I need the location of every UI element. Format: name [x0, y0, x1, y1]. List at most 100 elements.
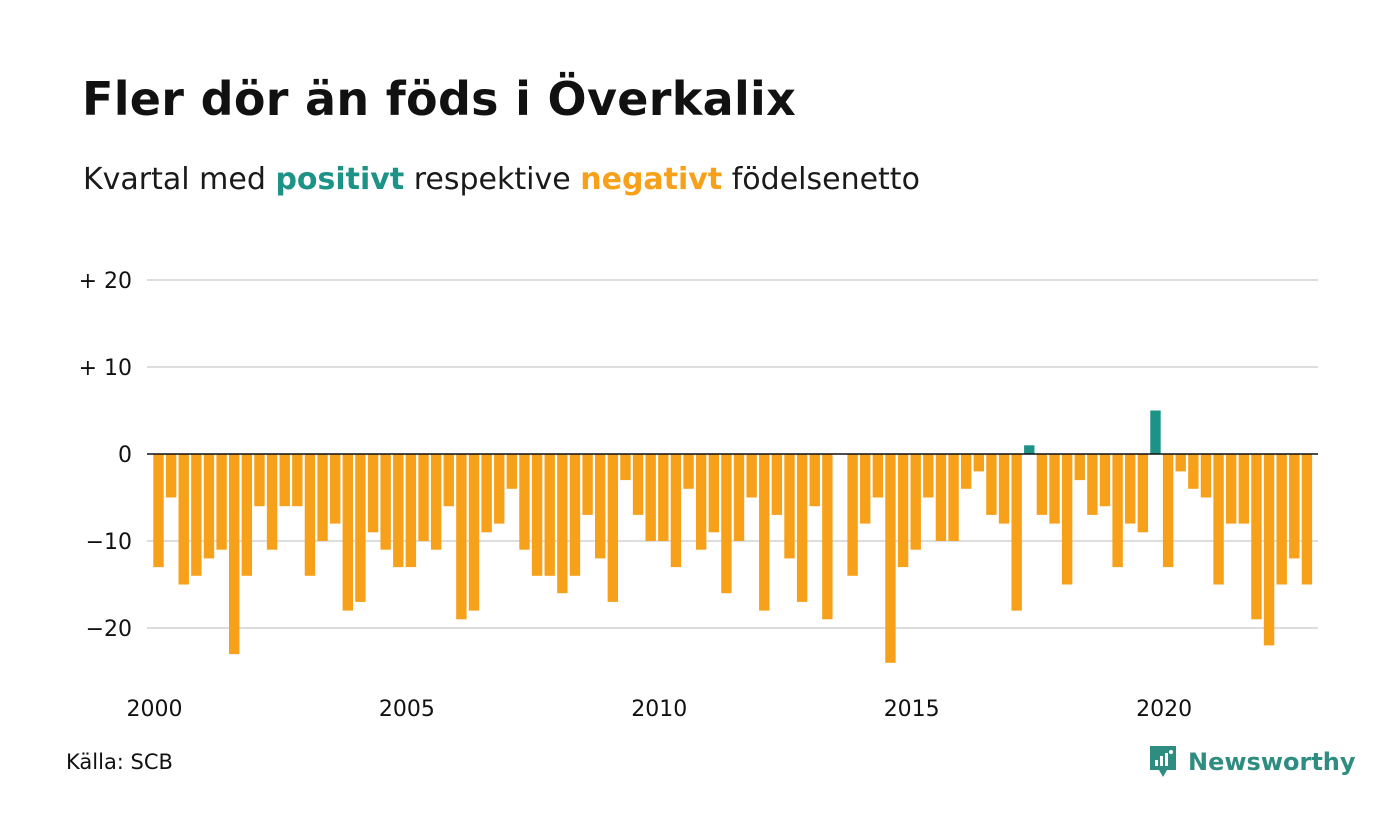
- bar: [430, 454, 442, 550]
- bar: [367, 454, 379, 533]
- x-tick-label: 2000: [127, 697, 183, 722]
- bar: [557, 454, 568, 594]
- bar: [1238, 454, 1250, 524]
- bar: [595, 454, 606, 559]
- bar: [822, 454, 833, 620]
- bar: [317, 454, 328, 541]
- bar: [1099, 454, 1111, 507]
- bar: [796, 454, 808, 602]
- y-tick-label: −10: [86, 530, 132, 555]
- bar: [1226, 454, 1237, 524]
- bar: [910, 454, 921, 550]
- bar: [1074, 454, 1085, 481]
- x-tick-label: 2015: [884, 697, 940, 722]
- bar: [607, 454, 619, 602]
- bar: [1301, 454, 1313, 585]
- bar: [721, 454, 732, 594]
- bar: [733, 454, 745, 541]
- y-tick-label: + 10: [79, 356, 132, 381]
- bar: [1150, 410, 1161, 454]
- bar: [1289, 454, 1300, 559]
- bar: [266, 454, 278, 550]
- source-note: Källa: SCB: [66, 750, 173, 774]
- bar: [519, 454, 530, 550]
- bar: [254, 454, 265, 507]
- bar: [1213, 454, 1224, 585]
- bar: [670, 454, 682, 568]
- bar: [809, 454, 820, 507]
- bar: [292, 454, 303, 507]
- bar: [897, 454, 909, 568]
- bar: [998, 454, 1010, 524]
- bar: [1125, 454, 1136, 524]
- bar: [1251, 454, 1262, 620]
- bar: [456, 454, 467, 620]
- y-tick-label: 0: [118, 443, 132, 468]
- bar: [1263, 454, 1275, 646]
- bar: [935, 454, 947, 541]
- bar: [229, 454, 240, 655]
- bar: [948, 454, 959, 541]
- x-tick-label: 2010: [631, 697, 687, 722]
- bar: [342, 454, 353, 611]
- bar: [960, 454, 972, 489]
- bar: [544, 454, 555, 576]
- bar: [683, 454, 694, 489]
- bar: [443, 454, 454, 507]
- bar: [1087, 454, 1098, 515]
- bar: [1112, 454, 1123, 568]
- bar: [1061, 454, 1073, 585]
- bar: [645, 454, 656, 541]
- newsworthy-logo-icon: [1150, 746, 1176, 777]
- bar: [153, 454, 164, 568]
- y-tick-label: + 20: [79, 269, 132, 294]
- bar: [784, 454, 795, 559]
- bar: [380, 454, 391, 550]
- bar: [216, 454, 227, 550]
- bar: [885, 454, 896, 663]
- bar: [771, 454, 783, 515]
- bar: [178, 454, 189, 585]
- subtitle-positive-word: positivt: [275, 162, 405, 197]
- bar: [203, 454, 215, 559]
- bar: [923, 454, 934, 498]
- bar: [531, 454, 543, 576]
- gridlines: [147, 279, 1318, 629]
- bar: [405, 454, 417, 568]
- bar: [708, 454, 719, 533]
- bar: [241, 454, 253, 576]
- subtitle-negative-word: negativt: [580, 162, 723, 197]
- bar: [481, 454, 492, 533]
- bar: [165, 454, 177, 498]
- bar: [355, 454, 366, 602]
- bar: [393, 454, 404, 568]
- bar: [620, 454, 631, 481]
- chart-subtitle: Kvartal med positivt respektive negativt…: [83, 162, 920, 197]
- bar: [582, 454, 593, 515]
- bar: [1011, 454, 1022, 611]
- bar: [860, 454, 871, 524]
- bar: [569, 454, 581, 576]
- bar: [418, 454, 429, 541]
- logo-text: Newsworthy: [1188, 748, 1356, 776]
- bar: [759, 454, 770, 611]
- newsworthy-logo: Newsworthy: [1148, 744, 1356, 780]
- bar: [279, 454, 290, 507]
- y-axis: + 20 + 10 0 −10 −20: [79, 269, 132, 642]
- bar: [506, 454, 518, 489]
- bar: [329, 454, 341, 524]
- bar: [973, 454, 984, 472]
- subtitle-middle: respektive: [413, 162, 571, 197]
- bars: [153, 410, 1313, 663]
- bar: [872, 454, 884, 498]
- y-tick-label: −20: [86, 617, 132, 642]
- bar: [468, 454, 480, 611]
- bar: [1137, 454, 1149, 533]
- bar: [1188, 454, 1199, 489]
- x-tick-label: 2020: [1136, 697, 1192, 722]
- x-axis: 2000 2005 2010 2015 2020: [127, 697, 1193, 722]
- bar: [1024, 445, 1035, 454]
- bar: [1049, 454, 1060, 524]
- bar: [658, 454, 669, 541]
